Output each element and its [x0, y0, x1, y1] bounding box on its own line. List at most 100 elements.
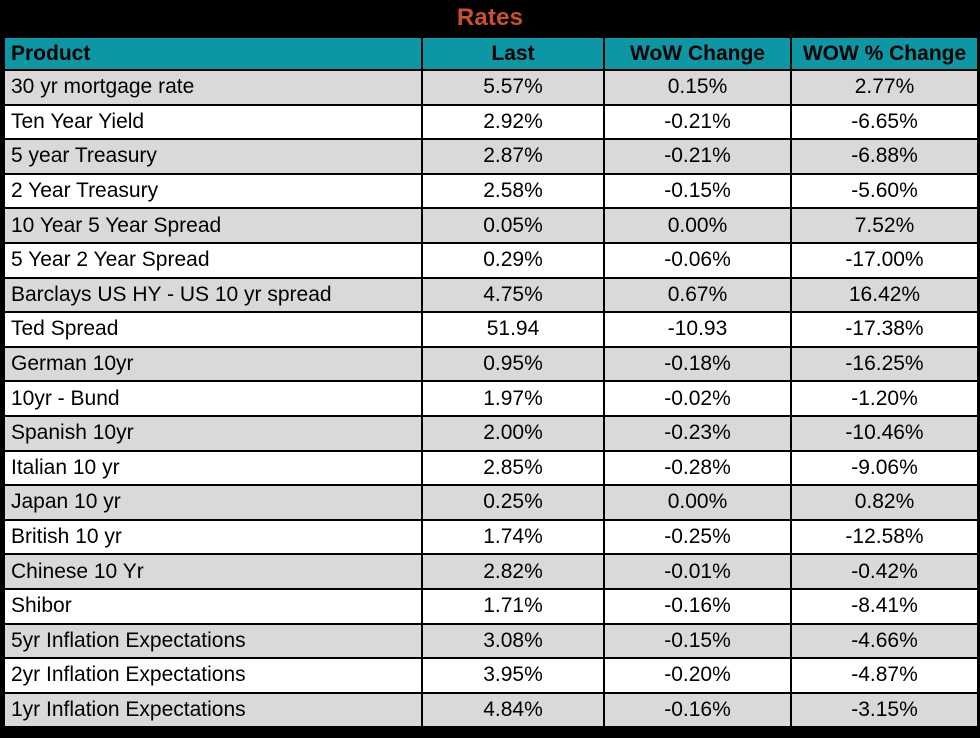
product-cell: Japan 10 yr	[3, 484, 423, 521]
product-cell: Ten Year Yield	[3, 103, 423, 141]
value-cell: -17.38%	[790, 311, 979, 348]
value-cell: 4.84%	[421, 691, 605, 729]
table-row: Japan 10 yr 0.25% 0.00% 0.82%	[3, 484, 979, 521]
value-cell: 0.15%	[603, 69, 792, 106]
value-cell: 51.94	[421, 311, 605, 348]
table-row: Chinese 10 Yr 2.82% -0.01% -0.42%	[3, 553, 979, 590]
rates-table: Product Last WoW Change WOW % Change 30 …	[3, 36, 979, 729]
product-cell: British 10 yr	[3, 518, 423, 556]
value-cell: 0.25%	[421, 484, 605, 521]
value-cell: 2.85%	[421, 449, 605, 487]
value-cell: 2.82%	[421, 553, 605, 590]
table-row: 30 yr mortgage rate 5.57% 0.15% 2.77%	[3, 69, 979, 106]
value-cell: -16.25%	[790, 345, 979, 383]
value-cell: -0.21%	[603, 138, 792, 175]
value-cell: -0.02%	[603, 380, 792, 417]
value-cell: -0.01%	[603, 553, 792, 590]
table-row: 5yr Inflation Expectations 3.08% -0.15% -4.…	[3, 622, 979, 660]
product-cell: 30 yr mortgage rate	[3, 69, 423, 106]
product-cell: 2 Year Treasury	[3, 172, 423, 210]
value-cell: -12.58%	[790, 518, 979, 556]
value-cell: -6.65%	[790, 103, 979, 141]
table-row: Ted Spread 51.94 -10.93 -17.38%	[3, 311, 979, 348]
header-row: Product Last WoW Change WOW % Change	[3, 36, 979, 71]
value-cell: 0.29%	[421, 241, 605, 279]
value-cell: 2.87%	[421, 138, 605, 175]
value-cell: 16.42%	[790, 276, 979, 314]
value-cell: 0.00%	[603, 207, 792, 244]
table-row: Barclays US HY - US 10 yr spread 4.75% 0.6…	[3, 276, 979, 314]
table-row: 10 Year 5 Year Spread 0.05% 0.00% 7.52%	[3, 207, 979, 244]
value-cell: 3.95%	[421, 657, 605, 694]
value-cell: 7.52%	[790, 207, 979, 244]
value-cell: 4.75%	[421, 276, 605, 314]
value-cell: -0.16%	[603, 691, 792, 729]
value-cell: -0.25%	[603, 518, 792, 556]
product-cell: 5 year Treasury	[3, 138, 423, 175]
value-cell: -0.28%	[603, 449, 792, 487]
value-cell: 3.08%	[421, 622, 605, 660]
column-header-wow-change: WoW Change	[603, 36, 792, 71]
value-cell: 1.71%	[421, 587, 605, 625]
column-header-wow-pct-change: WOW % Change	[790, 36, 979, 71]
value-cell: -10.93	[603, 311, 792, 348]
value-cell: 0.82%	[790, 484, 979, 521]
value-cell: -1.20%	[790, 380, 979, 417]
product-cell: 5 Year 2 Year Spread	[3, 241, 423, 279]
value-cell: 2.00%	[421, 414, 605, 452]
product-cell: Spanish 10yr	[3, 414, 423, 452]
product-cell: Italian 10 yr	[3, 449, 423, 487]
table-row: 10yr - Bund 1.97% -0.02% -1.20%	[3, 380, 979, 417]
value-cell: 0.95%	[421, 345, 605, 383]
table-row: Italian 10 yr 2.85% -0.28% -9.06%	[3, 449, 979, 487]
value-cell: 5.57%	[421, 69, 605, 106]
value-cell: 1.74%	[421, 518, 605, 556]
value-cell: 0.67%	[603, 276, 792, 314]
value-cell: -0.18%	[603, 345, 792, 383]
value-cell: -3.15%	[790, 691, 979, 729]
value-cell: -0.42%	[790, 553, 979, 590]
product-cell: Ted Spread	[3, 311, 423, 348]
page-title: Rates	[456, 4, 524, 31]
table-row: 1yr Inflation Expectations 4.84% -0.16% -3.…	[3, 691, 979, 729]
value-cell: 0.05%	[421, 207, 605, 244]
value-cell: 1.97%	[421, 380, 605, 417]
product-cell: 1yr Inflation Expectations	[3, 691, 423, 729]
product-cell: German 10yr	[3, 345, 423, 383]
product-cell: 2yr Inflation Expectations	[3, 657, 423, 694]
value-cell: -5.60%	[790, 172, 979, 210]
table-row: British 10 yr 1.74% -0.25% -12.58%	[3, 518, 979, 556]
table-row: German 10yr 0.95% -0.18% -16.25%	[3, 345, 979, 383]
product-cell: Barclays US HY - US 10 yr spread	[3, 276, 423, 314]
value-cell: -4.66%	[790, 622, 979, 660]
table-row: 2 Year Treasury 2.58% -0.15% -5.60%	[3, 172, 979, 210]
value-cell: -10.46%	[790, 414, 979, 452]
title-bar: Rates	[3, 0, 977, 36]
table-row: Spanish 10yr 2.00% -0.23% -10.46%	[3, 414, 979, 452]
value-cell: 2.92%	[421, 103, 605, 141]
value-cell: -0.23%	[603, 414, 792, 452]
table-row: Shibor 1.71% -0.16% -8.41%	[3, 587, 979, 625]
value-cell: 2.58%	[421, 172, 605, 210]
product-cell: Shibor	[3, 587, 423, 625]
table-row: 5 year Treasury 2.87% -0.21% -6.88%	[3, 138, 979, 175]
product-cell: 5yr Inflation Expectations	[3, 622, 423, 660]
column-header-last: Last	[421, 36, 605, 71]
column-header-product: Product	[3, 36, 423, 71]
table-row: 2yr Inflation Expectations 3.95% -0.20% -4.…	[3, 657, 979, 694]
value-cell: -0.21%	[603, 103, 792, 141]
table-row: 5 Year 2 Year Spread 0.29% -0.06% -17.00%	[3, 241, 979, 279]
product-cell: Chinese 10 Yr	[3, 553, 423, 590]
value-cell: -0.16%	[603, 587, 792, 625]
value-cell: -17.00%	[790, 241, 979, 279]
value-cell: -8.41%	[790, 587, 979, 625]
value-cell: -0.20%	[603, 657, 792, 694]
value-cell: -9.06%	[790, 449, 979, 487]
product-cell: 10 Year 5 Year Spread	[3, 207, 423, 244]
value-cell: 0.00%	[603, 484, 792, 521]
value-cell: -6.88%	[790, 138, 979, 175]
product-cell: 10yr - Bund	[3, 380, 423, 417]
value-cell: -0.15%	[603, 622, 792, 660]
value-cell: -4.87%	[790, 657, 979, 694]
